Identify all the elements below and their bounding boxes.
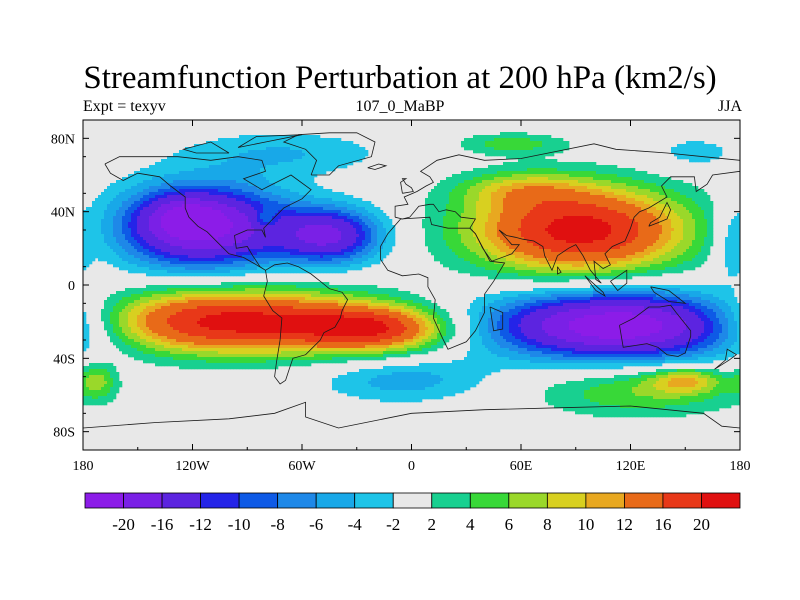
- x-tick-label: 180: [73, 459, 94, 474]
- colorbar-label: -12: [189, 515, 212, 534]
- colorbar-swatch: [392, 492, 433, 509]
- coastlines: [83, 132, 740, 429]
- colorbar-swatch: [84, 492, 124, 509]
- colorbar-swatch: [662, 492, 702, 509]
- x-tick-label: 120E: [616, 459, 646, 474]
- season-label: JJA: [717, 98, 742, 115]
- coastline: [714, 348, 738, 370]
- coastline: [394, 143, 740, 284]
- colorbar-swatch: [200, 492, 240, 509]
- colorbar-swatch: [546, 492, 587, 509]
- coastline: [282, 132, 376, 176]
- colorbar: -20 -16 -12 -10 -8 -6 -4 -2 2 4 6 8 10 12 16 20: [84, 492, 741, 534]
- colorbar-swatch: [431, 492, 471, 509]
- coastline: [610, 269, 628, 292]
- coastline: [400, 178, 414, 194]
- colorbar-label: -10: [228, 515, 251, 534]
- colorbar-swatch: [624, 492, 664, 509]
- coastline: [83, 401, 740, 429]
- x-tick-label: 180: [730, 459, 751, 474]
- coastline: [104, 156, 312, 271]
- streamfunction-field: [83, 132, 740, 418]
- colorbar-swatch: [585, 492, 625, 509]
- colorbar-label: -6: [309, 515, 323, 534]
- y-tick-label: 40S: [53, 352, 75, 367]
- colorbar-swatch: [469, 492, 510, 509]
- colorbar-swatch: [508, 492, 548, 509]
- colorbar-swatch: [354, 492, 394, 509]
- colorbar-swatch: [238, 492, 279, 509]
- y-tick-label: 80N: [51, 132, 75, 147]
- coastline: [237, 134, 303, 148]
- coastline: [367, 163, 388, 170]
- colorbar-label: 6: [505, 515, 514, 534]
- run-label: 107_0_MaBP: [355, 98, 445, 115]
- colorbar-label: 10: [577, 515, 594, 534]
- x-tick-label: 120W: [175, 459, 210, 474]
- colorbar-label: 4: [466, 515, 475, 534]
- x-tick-label: 60E: [510, 459, 533, 474]
- colorbar-swatch: [161, 492, 201, 509]
- colorbar-swatch: [123, 492, 163, 509]
- coastline: [263, 262, 349, 385]
- coastline: [557, 266, 562, 275]
- y-tick-label: 40N: [51, 206, 75, 221]
- coastline: [648, 201, 672, 227]
- colorbar-label: 8: [543, 515, 552, 534]
- chart-title: Streamfunction Perturbation at 200 hPa (…: [83, 60, 717, 96]
- coastline: [650, 286, 687, 304]
- experiment-label: Expt = texyv: [83, 98, 166, 115]
- colorbar-label: -16: [151, 515, 174, 534]
- colorbar-label: -8: [271, 515, 285, 534]
- colorbar-label: -4: [348, 515, 363, 534]
- colorbar-swatch: [277, 492, 317, 509]
- axis-ticks: 180 120W 60W 0 60E 120E 180 80N 40N 0 40S 80S: [51, 119, 751, 474]
- coastline: [619, 304, 692, 357]
- x-tick-label: 60W: [288, 459, 316, 474]
- colorbar-label: 2: [428, 515, 437, 534]
- y-tick-label: 0: [68, 279, 75, 294]
- colorbar-label: 20: [693, 515, 710, 534]
- x-tick-label: 0: [408, 459, 415, 474]
- colorbar-label: -2: [386, 515, 400, 534]
- coastline: [489, 306, 504, 332]
- colorbar-swatch: [701, 492, 741, 509]
- coastline: [181, 141, 230, 154]
- colorbar-swatch: [315, 492, 356, 509]
- colorbar-label: -20: [112, 515, 135, 534]
- colorbar-label: 12: [616, 515, 633, 534]
- colorbar-label: 16: [654, 515, 671, 534]
- y-tick-label: 80S: [53, 426, 75, 441]
- coastline: [584, 275, 606, 298]
